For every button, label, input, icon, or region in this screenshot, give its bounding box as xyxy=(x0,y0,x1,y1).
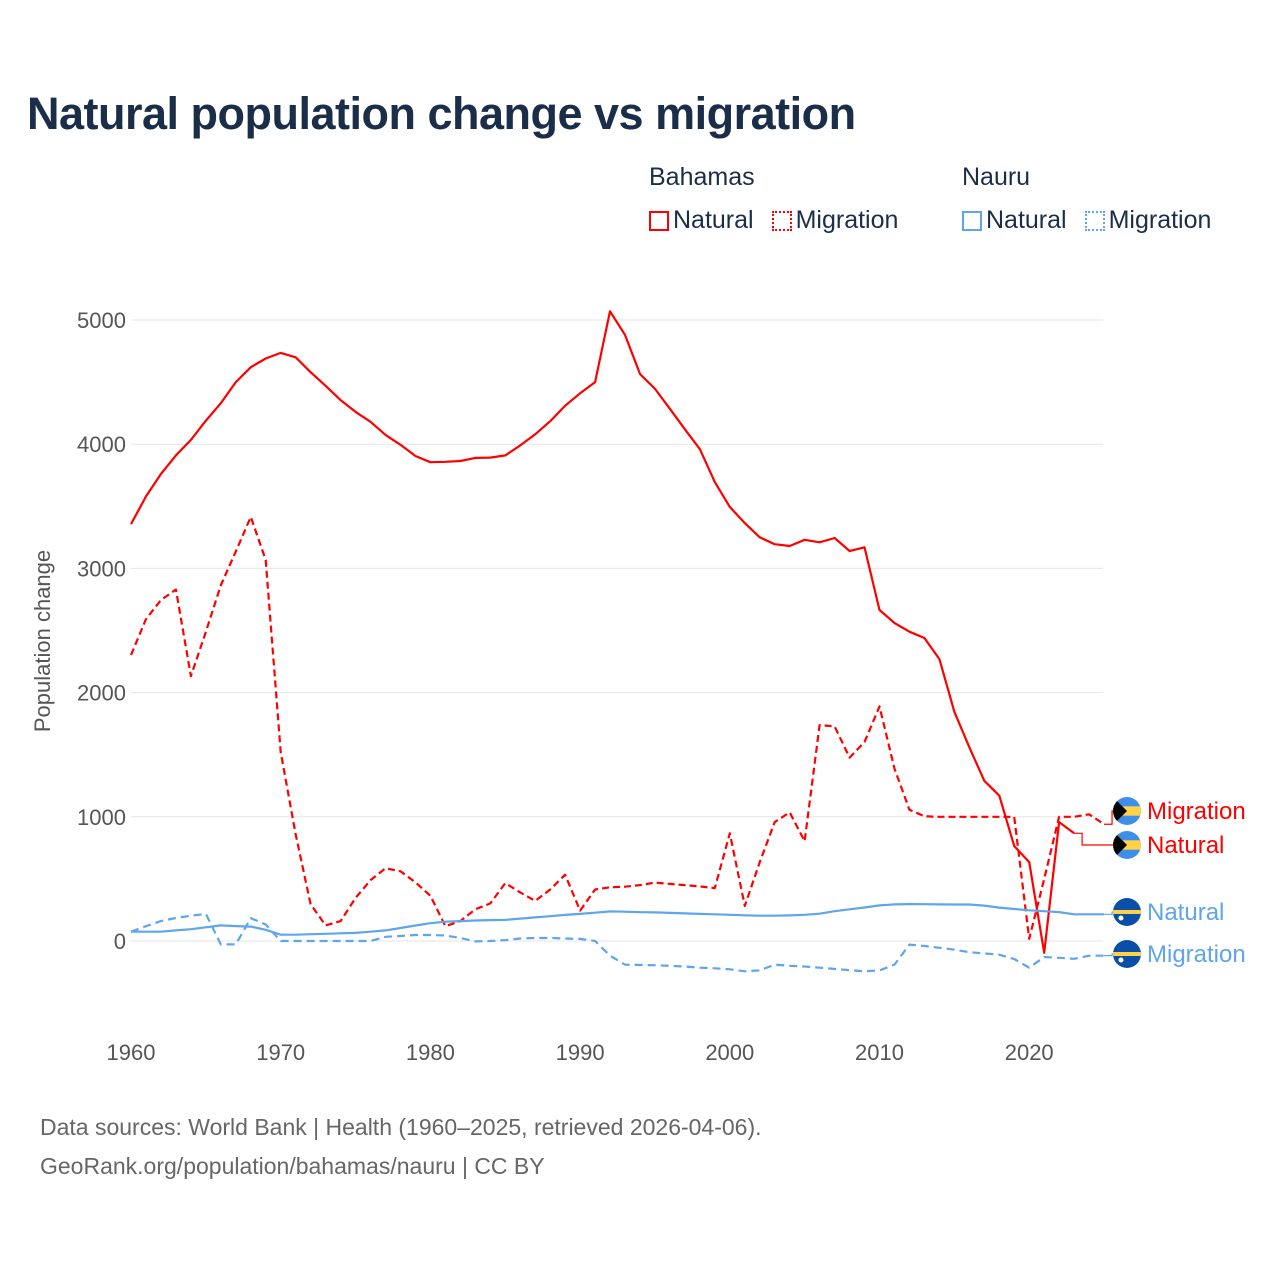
end-label-connector xyxy=(1104,953,1113,957)
end-label: Natural xyxy=(1147,832,1224,859)
bahamas-flag-icon xyxy=(1113,797,1141,825)
series-line-bahamas-migration[interactable] xyxy=(129,515,1105,940)
end-label: Migration xyxy=(1147,798,1246,825)
chart-title: Natural population change vs migration xyxy=(27,88,856,139)
end-label-connector xyxy=(1104,810,1113,825)
legend-label: Migration xyxy=(1108,206,1212,234)
x-tick-label: 1960 xyxy=(107,1040,156,1065)
bahamas-flag-icon xyxy=(1113,831,1141,859)
end-label-connector xyxy=(1074,832,1113,846)
legend-swatch-dotted xyxy=(771,210,792,231)
x-tick-label: 2020 xyxy=(1005,1040,1054,1065)
legend-swatch-solid xyxy=(649,210,669,231)
legend-group-bahamas: Bahamas Natural Migration xyxy=(649,163,916,235)
y-tick-label: 0 xyxy=(114,929,126,954)
y-tick-label: 4000 xyxy=(77,432,126,457)
legend-swatch-dotted xyxy=(1084,210,1105,231)
legend-label: Natural xyxy=(986,206,1067,234)
series-line-bahamas-natural[interactable] xyxy=(130,310,1075,954)
x-tick-label: 1970 xyxy=(256,1040,305,1065)
x-tick-label: 1990 xyxy=(556,1040,605,1065)
end-label-connector xyxy=(1104,911,1113,915)
source-line-1: Data sources: World Bank | Health (1960–… xyxy=(40,1114,762,1140)
nauru-flag-icon xyxy=(1113,898,1141,926)
legend-group-nauru: Nauru Natural Migration xyxy=(962,163,1229,235)
gridlines xyxy=(131,319,1103,942)
legend-item-bahamas-natural[interactable]: Natural xyxy=(649,206,754,235)
series-lines xyxy=(129,310,1105,973)
x-tick-label: 2010 xyxy=(855,1040,904,1065)
x-tick-label: 2000 xyxy=(705,1040,754,1065)
source-line-2[interactable]: GeoRank.org/population/bahamas/nauru | C… xyxy=(40,1153,545,1179)
nauru-flag-icon xyxy=(1113,940,1141,968)
y-axis-label: Population change xyxy=(30,550,55,732)
source-note: Data sources: World Bank | Health (1960–… xyxy=(40,1108,762,1186)
x-tick-label: 1980 xyxy=(406,1040,455,1065)
series-line-nauru-natural[interactable] xyxy=(131,903,1105,936)
y-tick-label: 1000 xyxy=(77,805,126,830)
end-label: Natural xyxy=(1147,899,1224,926)
legend-item-nauru-natural[interactable]: Natural xyxy=(962,206,1067,235)
legend-country-label: Nauru xyxy=(962,163,1031,191)
legend-item-bahamas-migration[interactable]: Migration xyxy=(771,206,899,235)
legend-swatch-solid xyxy=(962,210,982,231)
x-axis-ticks: 1960 1970 1980 1990 2000 2010 2020 xyxy=(107,1040,1054,1065)
legend-label: Natural xyxy=(673,206,754,234)
y-axis-ticks: 0 1000 2000 3000 4000 5000 xyxy=(77,308,126,954)
end-label: Migration xyxy=(1147,941,1246,968)
y-tick-label: 5000 xyxy=(77,308,126,333)
series-line-nauru-migration[interactable] xyxy=(130,912,1105,973)
end-labels: Natural Migration Natural Migration xyxy=(1074,797,1246,968)
y-tick-label: 3000 xyxy=(77,556,126,581)
y-tick-label: 2000 xyxy=(77,681,126,706)
legend-country-label: Bahamas xyxy=(649,163,755,191)
legend-item-nauru-migration[interactable]: Migration xyxy=(1084,206,1212,235)
legend-label: Migration xyxy=(795,206,899,234)
